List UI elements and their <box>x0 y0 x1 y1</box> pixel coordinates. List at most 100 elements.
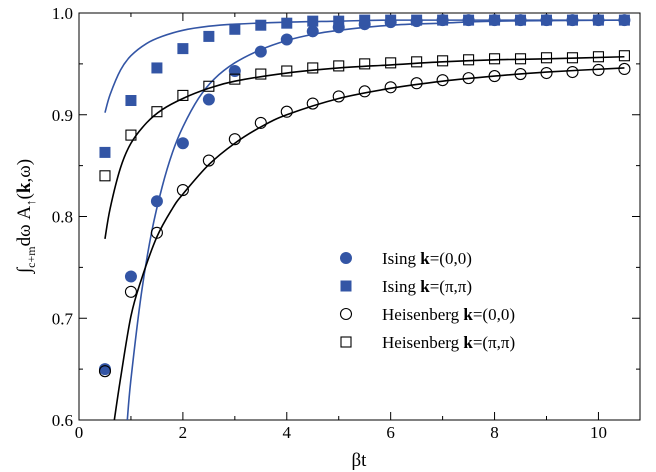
data-point-square-filled <box>333 15 345 27</box>
data-point-circle-open <box>254 116 267 129</box>
legend: Ising k=(0,0) Ising k=(π,π) Heisenberg k… <box>339 249 515 352</box>
data-point-square-filled <box>541 14 552 26</box>
data-point-circle-open <box>592 63 605 77</box>
data-point-square-filled <box>99 146 111 158</box>
data-point-square-open <box>255 68 267 80</box>
legend-marker-open-circle <box>339 307 353 321</box>
legend-label-ising-pipi: Ising k=(π,π) <box>382 277 472 296</box>
data-point-square-filled <box>515 14 527 26</box>
data-point-square-open <box>489 53 501 65</box>
data-point-circle-open <box>618 62 631 76</box>
y-tick-label: 1.0 <box>52 4 73 23</box>
data-point-square-open <box>281 65 293 77</box>
data-point-circle-filled <box>150 195 163 208</box>
data-point-circle-open <box>384 81 397 94</box>
data-point-square-filled <box>307 15 319 27</box>
data-point-circle-open <box>176 183 189 197</box>
legend-item-heisenberg-pipi: Heisenberg k=(π,π) <box>340 333 515 352</box>
y-tick-label: 0.7 <box>52 309 74 328</box>
data-point-square-open <box>437 55 449 67</box>
data-point-square-filled <box>359 14 371 26</box>
data-point-square-filled <box>151 62 163 74</box>
tick-labels: 0 2 4 6 8 10 0.6 0.7 0.8 0.9 1.0 <box>52 4 607 442</box>
data-point-circle-filled <box>202 93 215 106</box>
x-tick-label: 8 <box>490 423 499 442</box>
y-tick-label: 0.9 <box>52 106 73 125</box>
data-point-square-filled <box>203 30 215 42</box>
data-point-circle-open <box>202 154 215 167</box>
plot-frame <box>78 12 641 421</box>
data-point-circle-open <box>540 66 553 80</box>
data-point-square-open <box>333 60 345 72</box>
data-point-circle-open <box>436 74 449 87</box>
data-point-square-open <box>514 53 527 65</box>
y-axis-title: ∫c+mdω A↑(k,ω) <box>14 159 38 274</box>
data-point-circle-open <box>410 77 423 90</box>
data-point-circle-open <box>228 133 241 146</box>
y-tick-label: 0.6 <box>52 411 73 430</box>
y-tick-label: 0.8 <box>52 208 73 227</box>
data-point-square-open <box>592 51 604 63</box>
legend-marker-open-square <box>340 336 352 348</box>
data-point-circle-filled <box>228 64 241 77</box>
legend-item-ising-pipi: Ising k=(π,π) <box>340 277 472 296</box>
data-point-square-filled <box>592 14 604 26</box>
x-tick-label: 2 <box>179 423 188 442</box>
data-point-square-open <box>618 50 630 62</box>
legend-item-ising-00: Ising k=(0,0) <box>340 249 472 268</box>
data-point-square-filled <box>437 14 449 26</box>
legend-marker-filled-square <box>340 280 352 292</box>
data-point-square-filled <box>385 14 397 26</box>
data-point-circle-filled <box>254 45 267 58</box>
data-point-circle-open <box>306 97 319 110</box>
data-point-square-open <box>125 129 137 141</box>
data-point-square-filled <box>177 43 189 55</box>
data-point-square-open <box>385 57 397 69</box>
data-point-circle-open <box>124 285 137 298</box>
data-point-square-filled <box>255 19 267 31</box>
x-tick-label: 10 <box>590 423 607 442</box>
data-point-circle-open <box>566 65 579 79</box>
data-point-circle-open <box>462 72 475 85</box>
data-point-square-open <box>463 54 475 66</box>
data-point-square-open <box>151 106 163 118</box>
data-point-square-filled <box>229 23 241 35</box>
data-point-square-filled <box>489 14 501 26</box>
data-point-circle-filled <box>280 33 293 46</box>
data-point-circle-filled <box>176 137 189 150</box>
data-point-square-open <box>359 58 371 70</box>
data-point-circle-open <box>150 226 163 239</box>
legend-item-heisenberg-00: Heisenberg k=(0,0) <box>339 305 515 324</box>
data-point-square-filled <box>281 17 293 29</box>
data-point-square-open <box>203 80 215 92</box>
data-point-square-open <box>566 52 579 64</box>
data-point-square-open <box>540 52 553 64</box>
x-tick-label: 0 <box>75 423 84 442</box>
data-point-circle-open <box>280 105 293 118</box>
x-tick-label: 6 <box>386 423 395 442</box>
data-point-circle-open <box>98 365 112 378</box>
data-point-square-open <box>411 56 423 68</box>
data-point-square-filled <box>463 14 475 26</box>
data-point-circle-open <box>514 68 527 81</box>
legend-label-heisenberg-pipi: Heisenberg k=(π,π) <box>382 333 515 352</box>
legend-label-ising-00: Ising k=(0,0) <box>382 249 472 268</box>
data-point-circle-open <box>488 70 501 83</box>
data-point-square-filled <box>411 14 423 26</box>
data-point-circle-filled <box>306 25 319 38</box>
data-point-square-open <box>99 170 111 182</box>
data-point-square-filled <box>566 14 578 26</box>
legend-label-heisenberg-00: Heisenberg k=(0,0) <box>382 305 515 324</box>
data-point-square-open <box>307 62 319 74</box>
x-tick-label: 4 <box>283 423 292 442</box>
data-points <box>98 14 631 378</box>
data-point-circle-open <box>332 90 345 103</box>
data-point-square-filled <box>618 14 630 26</box>
data-point-square-filled <box>125 95 137 107</box>
legend-marker-filled-circle <box>340 252 352 264</box>
data-point-circle-filled <box>98 363 111 376</box>
data-point-square-open <box>177 89 189 101</box>
data-point-circle-open <box>358 85 371 98</box>
data-point-circle-filled <box>124 270 137 283</box>
